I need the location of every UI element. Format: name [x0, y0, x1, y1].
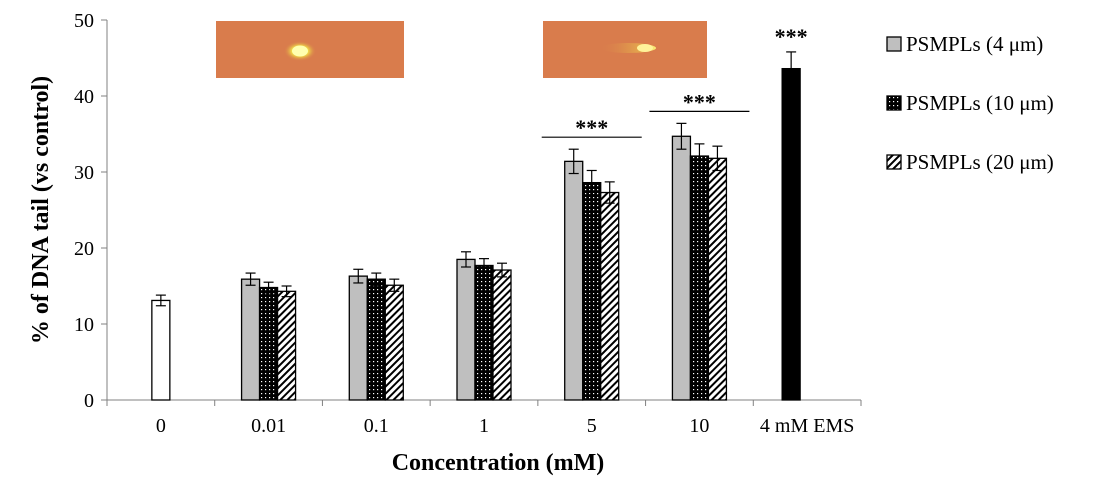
x-tick-label: 1: [479, 415, 489, 437]
x-tick-label: 0: [156, 415, 166, 437]
bar-series-1: [564, 160, 584, 401]
bar-series-2: [258, 286, 279, 401]
significance-markers: *** *** ***: [541, 24, 808, 140]
bar-series-1: [671, 135, 692, 401]
axes: 0 10 20 30 40 50 0 0.01 0.1 1 5 10 4 mM EMS: [74, 10, 862, 437]
legend-swatch: [886, 36, 902, 52]
bar-series-1: [456, 258, 476, 401]
bar-series-3: [707, 157, 728, 401]
comet-image-control: [216, 21, 404, 78]
y-tick-label: 50: [74, 10, 94, 32]
bar-series-3: [384, 284, 404, 401]
y-tick-label: 20: [74, 238, 94, 260]
y-tick-label: 40: [74, 86, 94, 108]
x-tick-label: 0.01: [251, 415, 286, 437]
bar-series-3: [276, 290, 297, 401]
y-axis-title: % of DNA tail (vs control): [28, 76, 54, 344]
x-tick-label: 5: [587, 415, 597, 437]
y-tick-label: 10: [74, 314, 94, 336]
y-tick-label: 30: [74, 162, 94, 184]
legend-label: PSMPLs (10 μm): [906, 91, 1054, 115]
comet-image-treated: [543, 21, 707, 78]
significance-label: ***: [575, 115, 608, 140]
y-tick-label: 0: [84, 390, 94, 412]
bar-control: [151, 299, 171, 401]
bars: [151, 51, 801, 401]
x-axis-title: Concentration (mM): [392, 450, 605, 476]
legend-label: PSMPLs (20 μm): [906, 150, 1054, 174]
bar-series-1: [348, 275, 368, 401]
bar-series-2: [582, 181, 602, 401]
x-tick-label: 0.1: [364, 415, 389, 437]
bar-series-3: [492, 269, 512, 401]
bar-series-1: [240, 278, 261, 401]
x-tick-label: 10: [689, 415, 709, 437]
bar-series-2: [689, 155, 710, 401]
bar-series-2: [366, 278, 386, 401]
x-tick-label: 4 mM EMS: [760, 415, 854, 437]
significance-label: ***: [775, 24, 808, 49]
significance-label: ***: [683, 89, 716, 114]
legend-swatch: [886, 154, 902, 170]
legend-label: PSMPLs (4 μm): [906, 32, 1043, 56]
bar-series-2: [474, 264, 494, 401]
bar-series-3: [600, 191, 620, 401]
legend-swatch: [886, 95, 902, 111]
bar-positive-control: [781, 67, 801, 401]
legend: PSMPLs (4 μm) PSMPLs (10 μm) PSMPLs (20 μm…: [886, 32, 1054, 174]
